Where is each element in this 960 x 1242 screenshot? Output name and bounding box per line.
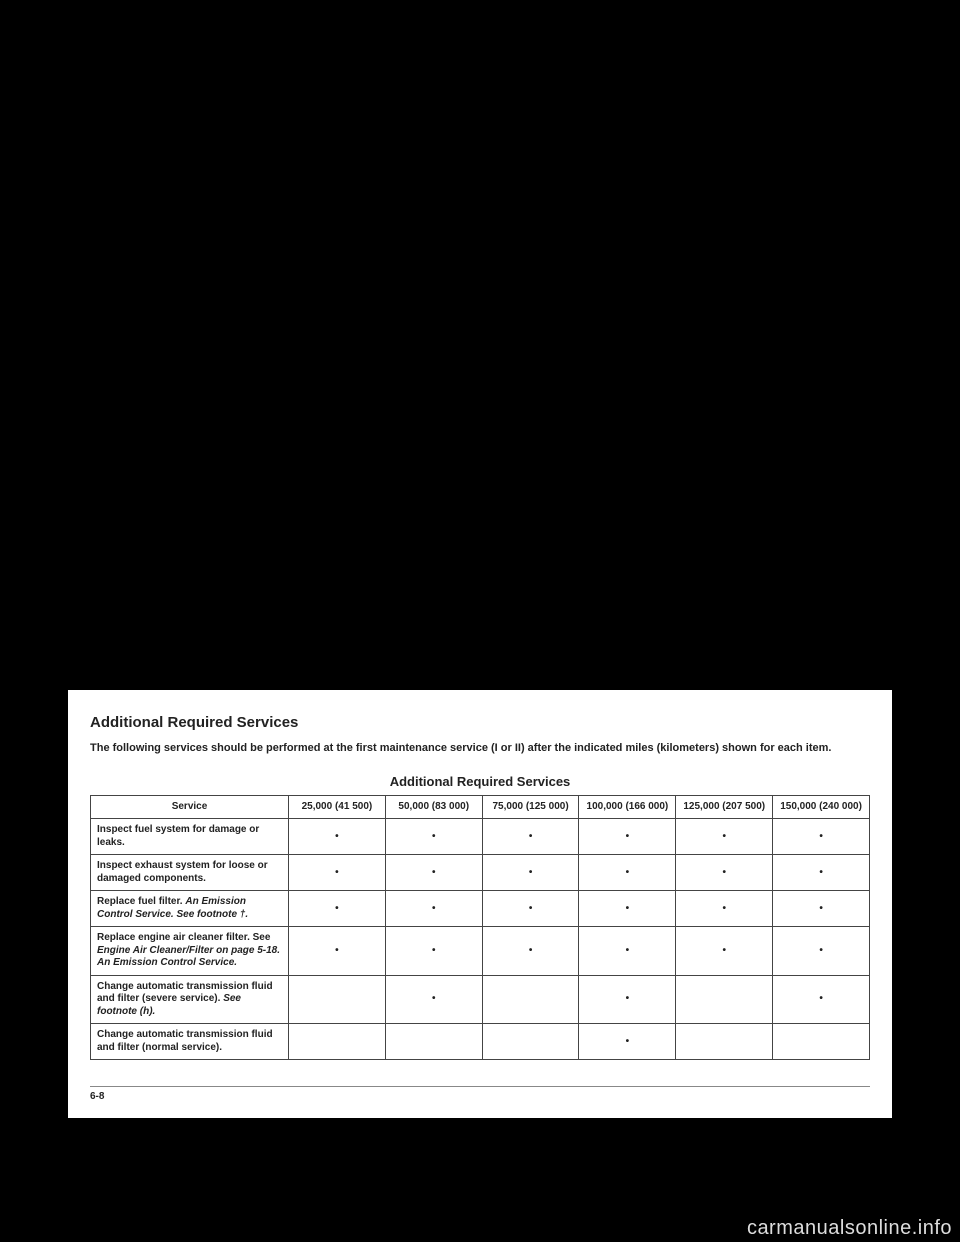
dot-cell: • bbox=[579, 1024, 676, 1060]
bullet-icon: • bbox=[819, 831, 823, 844]
dot-cell: • bbox=[579, 975, 676, 1024]
bullet-icon: • bbox=[432, 867, 436, 880]
bullet-icon: • bbox=[335, 945, 339, 958]
bullet-icon: • bbox=[626, 945, 630, 958]
bullet-icon: • bbox=[626, 867, 630, 880]
table-row: Replace engine air cleaner filter. See E… bbox=[91, 927, 870, 976]
dot-cell: • bbox=[385, 891, 482, 927]
header-mile-2: 75,000 (125 000) bbox=[482, 795, 579, 819]
bullet-icon: • bbox=[432, 993, 436, 1006]
services-table: Service 25,000 (41 500) 50,000 (83 000) … bbox=[90, 795, 870, 1061]
bullet-icon: • bbox=[722, 903, 726, 916]
dot-cell bbox=[289, 975, 386, 1024]
table-row: Inspect exhaust system for loose or dama… bbox=[91, 855, 870, 891]
bullet-icon: • bbox=[529, 945, 533, 958]
page-footer: 6-8 bbox=[90, 1086, 870, 1102]
dot-cell bbox=[289, 1024, 386, 1060]
dot-cell: • bbox=[385, 855, 482, 891]
dot-cell: • bbox=[289, 819, 386, 855]
table-row: Inspect fuel system for damage or leaks.… bbox=[91, 819, 870, 855]
dot-cell bbox=[676, 975, 773, 1024]
dot-cell: • bbox=[579, 891, 676, 927]
bullet-icon: • bbox=[335, 831, 339, 844]
bullet-icon: • bbox=[819, 867, 823, 880]
dot-cell bbox=[385, 1024, 482, 1060]
service-cell: Inspect fuel system for damage or leaks. bbox=[91, 819, 289, 855]
dot-cell: • bbox=[773, 975, 870, 1024]
dot-cell: • bbox=[676, 819, 773, 855]
header-mile-5: 150,000 (240 000) bbox=[773, 795, 870, 819]
dot-cell: • bbox=[676, 927, 773, 976]
table-row: Replace fuel filter. An Emission Control… bbox=[91, 891, 870, 927]
bullet-icon: • bbox=[722, 831, 726, 844]
header-mile-3: 100,000 (166 000) bbox=[579, 795, 676, 819]
header-mile-4: 125,000 (207 500) bbox=[676, 795, 773, 819]
table-body: Inspect fuel system for damage or leaks.… bbox=[91, 819, 870, 1060]
table-row: Change automatic transmission fluid and … bbox=[91, 975, 870, 1024]
bullet-icon: • bbox=[335, 903, 339, 916]
dot-cell bbox=[676, 1024, 773, 1060]
dot-cell: • bbox=[676, 891, 773, 927]
dot-cell: • bbox=[773, 819, 870, 855]
dot-cell bbox=[482, 975, 579, 1024]
table-header-row: Service 25,000 (41 500) 50,000 (83 000) … bbox=[91, 795, 870, 819]
bullet-icon: • bbox=[432, 945, 436, 958]
dot-cell: • bbox=[773, 927, 870, 976]
dot-cell: • bbox=[289, 855, 386, 891]
header-mile-1: 50,000 (83 000) bbox=[385, 795, 482, 819]
bullet-icon: • bbox=[626, 1036, 630, 1049]
service-cell: Inspect exhaust system for loose or dama… bbox=[91, 855, 289, 891]
bullet-icon: • bbox=[626, 903, 630, 916]
bullet-icon: • bbox=[819, 993, 823, 1006]
bullet-icon: • bbox=[819, 903, 823, 916]
dot-cell: • bbox=[385, 927, 482, 976]
page-number: 6-8 bbox=[90, 1091, 104, 1102]
dot-cell: • bbox=[773, 891, 870, 927]
intro-text: The following services should be perform… bbox=[90, 741, 870, 756]
section-title: Additional Required Services bbox=[90, 714, 870, 731]
document-page: Additional Required Services The followi… bbox=[68, 690, 892, 1118]
dot-cell: • bbox=[482, 819, 579, 855]
service-cell: Change automatic transmission fluid and … bbox=[91, 1024, 289, 1060]
bullet-icon: • bbox=[432, 903, 436, 916]
watermark: carmanualsonline.info bbox=[747, 1217, 952, 1240]
dot-cell: • bbox=[385, 819, 482, 855]
bullet-icon: • bbox=[529, 903, 533, 916]
dot-cell: • bbox=[482, 891, 579, 927]
dot-cell: • bbox=[482, 855, 579, 891]
header-service: Service bbox=[91, 795, 289, 819]
dot-cell: • bbox=[579, 927, 676, 976]
dot-cell bbox=[482, 1024, 579, 1060]
bullet-icon: • bbox=[432, 831, 436, 844]
dot-cell: • bbox=[676, 855, 773, 891]
bullet-icon: • bbox=[722, 945, 726, 958]
dot-cell bbox=[773, 1024, 870, 1060]
bullet-icon: • bbox=[819, 945, 823, 958]
dot-cell: • bbox=[289, 891, 386, 927]
bullet-icon: • bbox=[335, 867, 339, 880]
bullet-icon: • bbox=[529, 867, 533, 880]
dot-cell: • bbox=[579, 855, 676, 891]
dot-cell: • bbox=[385, 975, 482, 1024]
header-mile-0: 25,000 (41 500) bbox=[289, 795, 386, 819]
bullet-icon: • bbox=[529, 831, 533, 844]
service-cell: Replace engine air cleaner filter. See E… bbox=[91, 927, 289, 976]
table-title: Additional Required Services bbox=[90, 774, 870, 789]
dot-cell: • bbox=[289, 927, 386, 976]
service-cell: Change automatic transmission fluid and … bbox=[91, 975, 289, 1024]
bullet-icon: • bbox=[626, 831, 630, 844]
table-row: Change automatic transmission fluid and … bbox=[91, 1024, 870, 1060]
service-cell: Replace fuel filter. An Emission Control… bbox=[91, 891, 289, 927]
dot-cell: • bbox=[579, 819, 676, 855]
bullet-icon: • bbox=[722, 867, 726, 880]
dot-cell: • bbox=[482, 927, 579, 976]
bullet-icon: • bbox=[626, 993, 630, 1006]
dot-cell: • bbox=[773, 855, 870, 891]
